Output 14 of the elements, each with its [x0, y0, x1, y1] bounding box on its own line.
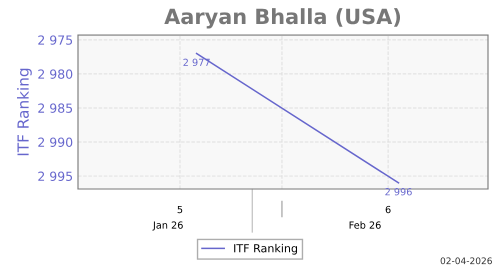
- text: 02-04-2026: [440, 257, 492, 264]
- chart-title: Aaryan Bhalla (USA): [164, 8, 400, 28]
- legend-label: ITF Ranking: [234, 244, 298, 255]
- y-tick-label: 2 995: [38, 172, 72, 181]
- y-tick-label: 2 990: [38, 137, 72, 147]
- text: 2 996: [385, 188, 412, 196]
- y-tick-label: 2 980: [38, 69, 72, 79]
- text: Feb 26: [350, 221, 381, 229]
- text: Jan 26: [152, 221, 183, 231]
- y-tick-label: 2 985: [38, 103, 72, 113]
- y-axis-title: ITF Ranking: [17, 68, 32, 156]
- x-tick-label: 6: [386, 206, 391, 214]
- x-tick-label: 5: [178, 206, 182, 214]
- y-tick-label: 2 975: [38, 35, 72, 45]
